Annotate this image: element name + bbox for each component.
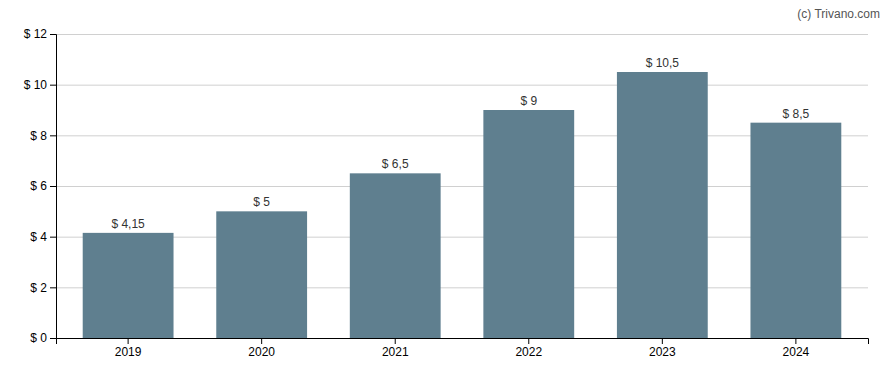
y-tick-label: $ 4	[30, 230, 47, 244]
chart-container: 201920202021202220232024$ 0$ 2$ 4$ 6$ 8$…	[0, 0, 888, 370]
grid-tick	[56, 85, 868, 86]
x-tick: 2022	[515, 338, 542, 359]
y-tick-label: $ 10	[24, 78, 48, 92]
bar	[617, 72, 708, 338]
y-tick: $ 4	[30, 230, 56, 244]
x-tick-mark	[395, 338, 396, 344]
x-axis-line	[57, 339, 869, 345]
x-tick-mark	[662, 338, 663, 344]
grid-tick	[56, 287, 868, 288]
chart-svg: 201920202021202220232024$ 0$ 2$ 4$ 6$ 8$…	[0, 0, 888, 370]
x-tick-label: 2022	[515, 345, 542, 359]
y-tick-mark	[50, 186, 56, 187]
x-tick-mark	[261, 338, 262, 344]
y-tick: $ 2	[30, 281, 56, 295]
x-tick-label: 2019	[115, 345, 142, 359]
x-tick: 2019	[115, 338, 142, 359]
grid	[56, 35, 868, 339]
grid-line	[56, 34, 868, 35]
bar	[750, 123, 841, 338]
x-axis: 2019 2020 2021 2022 2023 2024	[57, 338, 869, 359]
y-tick-label: $ 12	[24, 27, 48, 41]
data-labels: $ 4,15 $ 5 $ 6,5 $ 9 $ 10,5 $ 8,5	[111, 56, 809, 231]
x-tick-mark	[128, 338, 129, 344]
bar	[216, 211, 307, 338]
data-label: $ 4,15	[111, 217, 145, 231]
grid-tick	[56, 135, 868, 136]
watermark: (c) Trivano.com	[797, 7, 880, 21]
data-label: $ 9	[520, 94, 537, 108]
x-tick-mark	[528, 338, 529, 344]
y-tick-mark	[50, 237, 56, 238]
x-tick-label: 2024	[783, 345, 810, 359]
grid-line	[56, 135, 868, 136]
bars	[83, 72, 842, 338]
y-tick-mark	[50, 287, 56, 288]
x-tick: 2020	[248, 338, 275, 359]
grid-tick	[56, 237, 868, 238]
x-tick-label: 2023	[649, 345, 676, 359]
y-tick-mark	[50, 338, 56, 339]
x-tick: 2023	[649, 338, 676, 359]
y-tick-mark	[50, 34, 56, 35]
plot-area: 201920202021202220232024$ 0$ 2$ 4$ 6$ 8$…	[24, 27, 869, 358]
bar	[483, 110, 574, 338]
data-label: $ 5	[253, 195, 270, 209]
y-tick: $ 12	[24, 27, 56, 41]
y-tick: $ 0	[30, 331, 56, 345]
grid-line	[56, 237, 868, 238]
y-axis: $ 0 $ 2 $ 4 $ 6 $ 8 $ 10 $ 12	[24, 27, 57, 345]
data-label: $ 8,5	[783, 107, 810, 121]
y-axis-line	[50, 35, 57, 339]
y-tick-label: $ 8	[30, 129, 47, 143]
y-tick-label: $ 0	[30, 331, 47, 345]
data-label: $ 6,5	[382, 157, 409, 171]
y-tick-mark	[50, 135, 56, 136]
data-label: $ 10,5	[646, 56, 680, 70]
grid-line	[56, 85, 868, 86]
grid-line	[56, 186, 868, 187]
x-tick-mark	[795, 338, 796, 344]
grid-line	[56, 287, 868, 288]
y-tick-label: $ 2	[30, 281, 47, 295]
grid-tick	[56, 186, 868, 187]
bar	[350, 173, 441, 338]
x-tick: 2021	[382, 338, 409, 359]
bar	[83, 233, 174, 338]
y-tick-mark	[50, 85, 56, 86]
grid-tick	[56, 34, 868, 35]
x-tick: 2024	[783, 338, 810, 359]
y-tick-label: $ 6	[30, 179, 47, 193]
x-tick-label: 2020	[248, 345, 275, 359]
y-tick: $ 8	[30, 129, 56, 143]
y-tick: $ 6	[30, 179, 56, 193]
y-tick: $ 10	[24, 78, 56, 92]
x-tick-label: 2021	[382, 345, 409, 359]
